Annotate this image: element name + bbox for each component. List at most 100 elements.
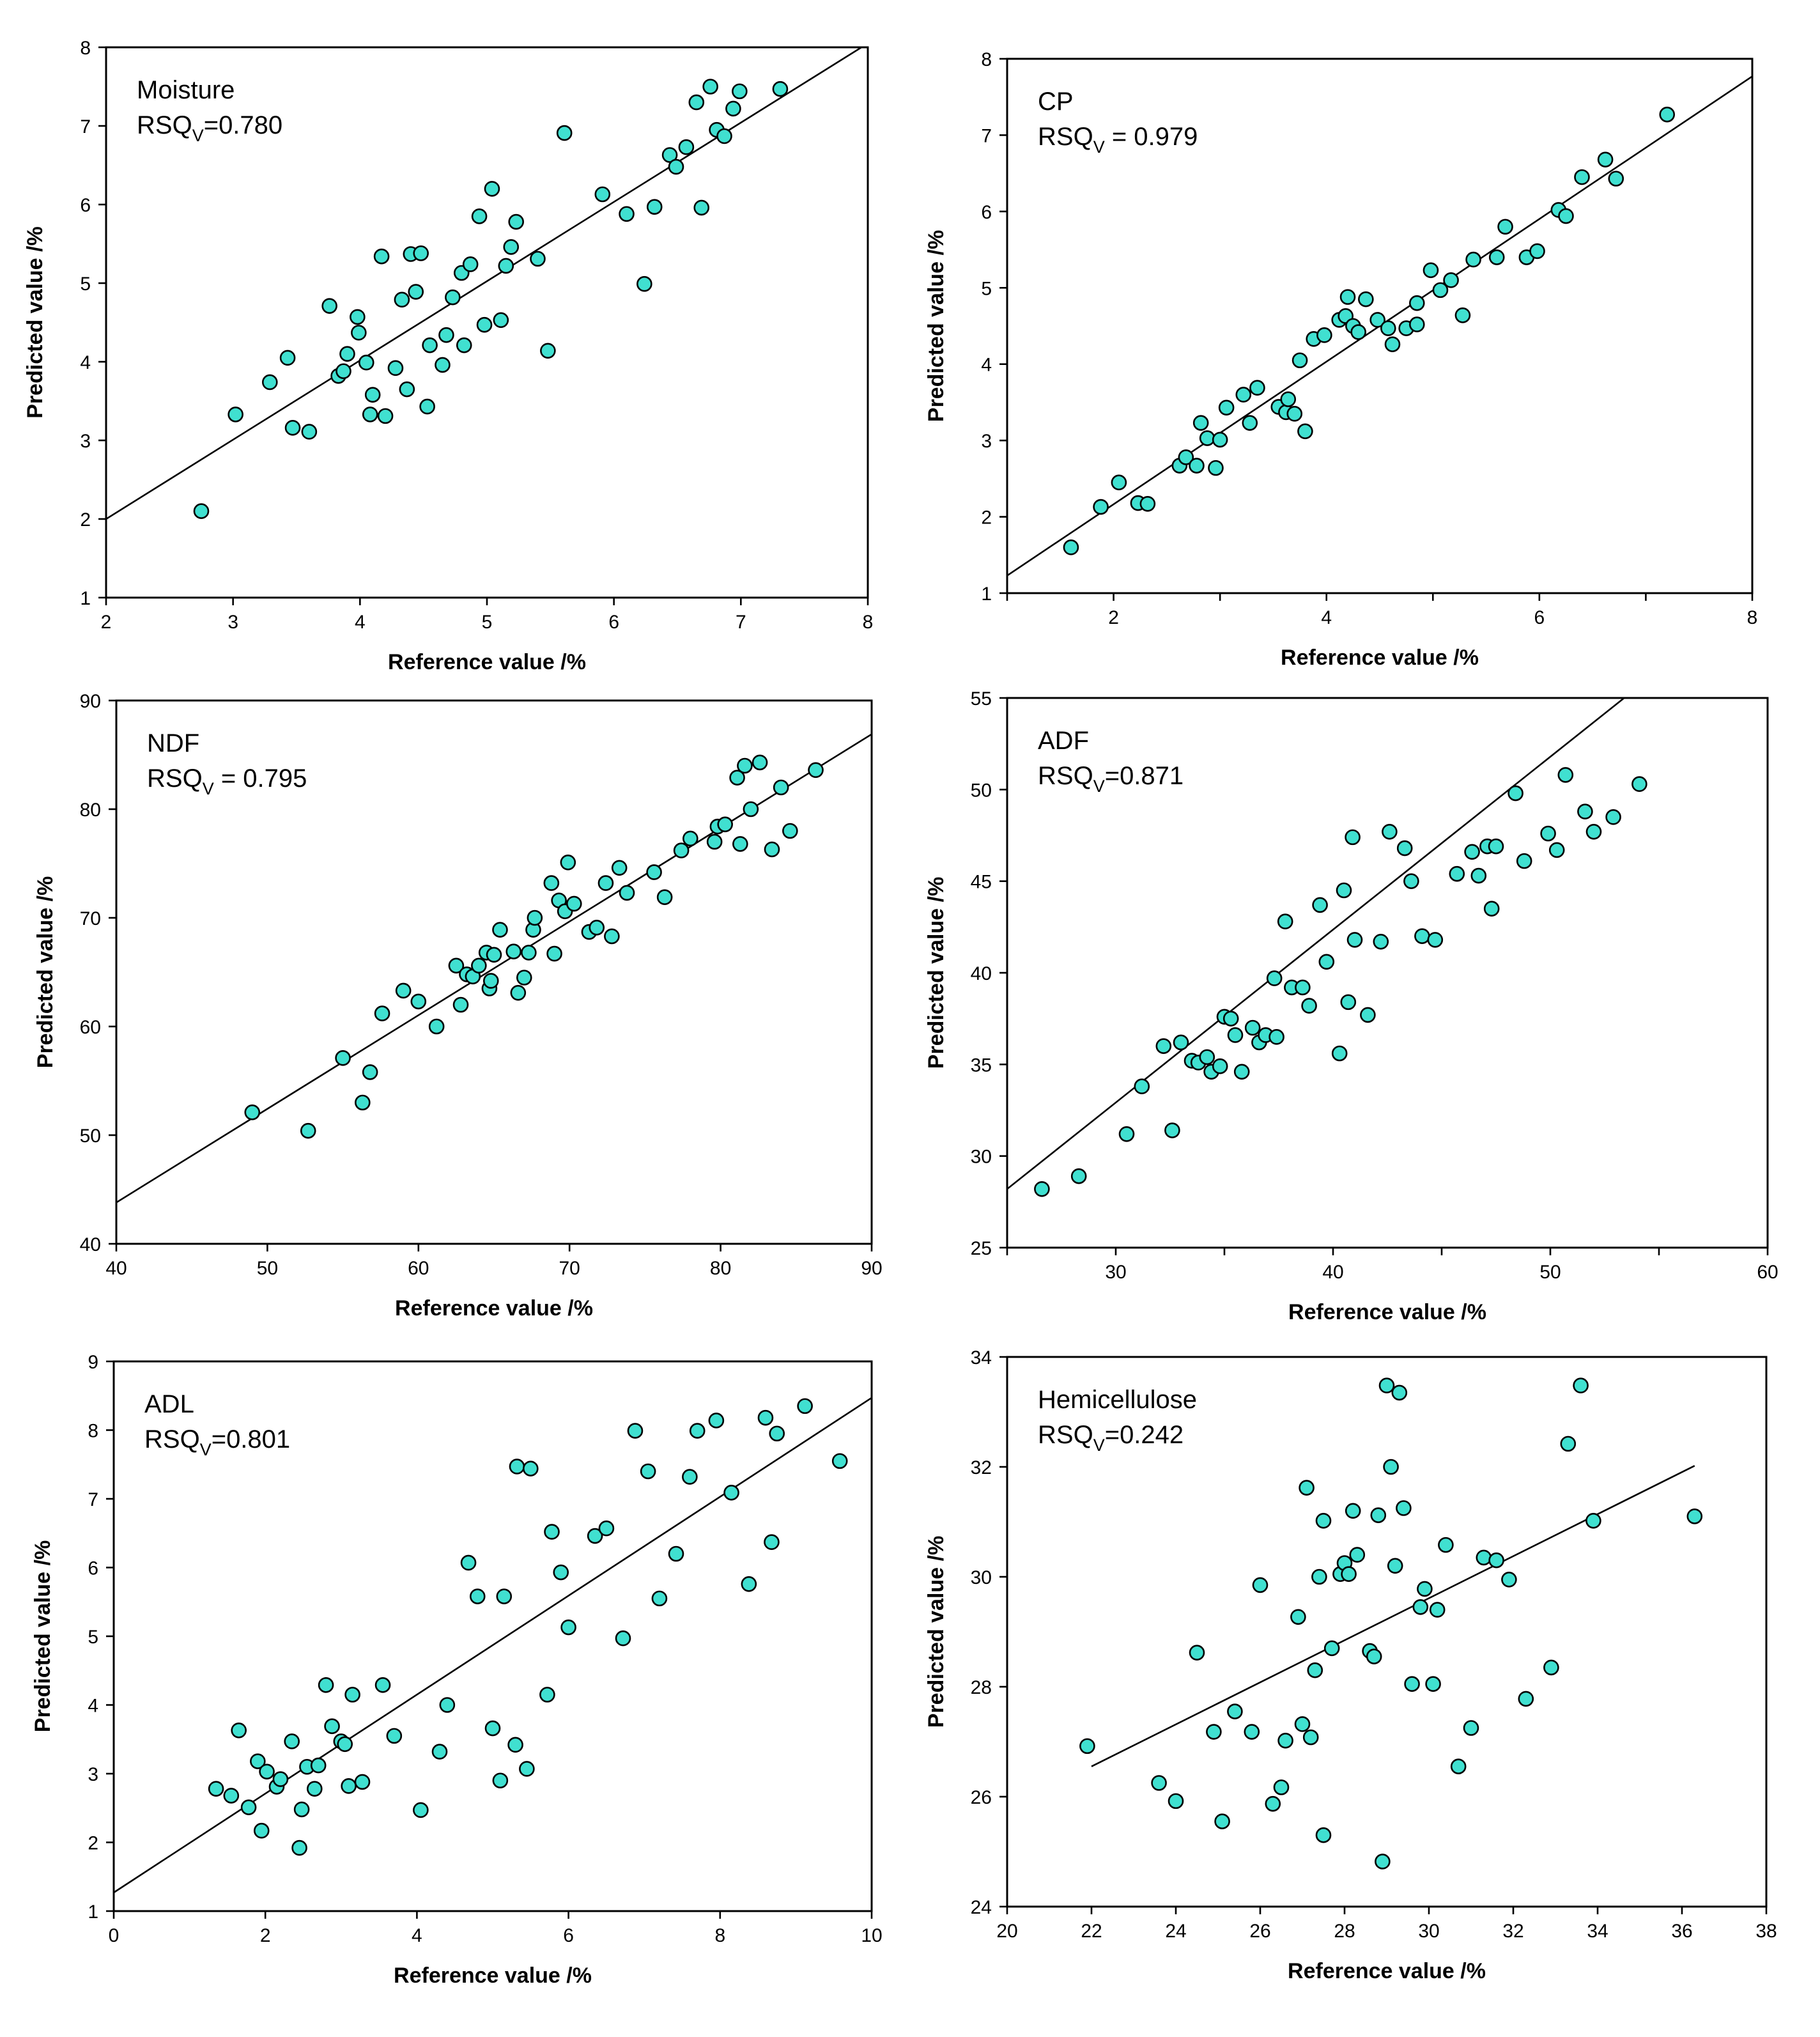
data-point [1427, 932, 1444, 948]
y-tick-label: 34 [971, 1347, 992, 1368]
data-point [1345, 829, 1361, 846]
x-tick-label: 40 [105, 1258, 127, 1279]
data-point [1093, 499, 1109, 515]
data-point [1396, 840, 1413, 856]
y-tick-label: 70 [80, 908, 101, 929]
data-point [1244, 1019, 1261, 1036]
x-tick-label: 8 [1747, 607, 1758, 628]
x-tick-label: 4 [355, 612, 366, 633]
data-point [566, 895, 582, 912]
data-point [594, 186, 611, 203]
data-point [413, 1802, 429, 1818]
data-point [1173, 1034, 1189, 1051]
rsq-value: RSQV=0.871 [1038, 762, 1184, 796]
data-point [693, 199, 710, 216]
data-point [482, 973, 499, 989]
data-point [428, 1018, 445, 1035]
x-tick-label: 32 [1502, 1921, 1523, 1942]
y-tick-label: 5 [981, 278, 992, 299]
y-tick-label: 60 [80, 1017, 101, 1038]
panel-label: CP [1038, 88, 1074, 116]
data-point [438, 327, 454, 343]
x-tick-label: 24 [1165, 1921, 1186, 1942]
data-point [543, 875, 560, 891]
data-point [261, 374, 278, 391]
data-point [496, 1588, 513, 1604]
data-point [410, 993, 427, 1010]
data-point [1340, 994, 1357, 1011]
data-point [1585, 1512, 1601, 1529]
data-point [1034, 1181, 1050, 1197]
data-point [1214, 1813, 1230, 1829]
data-point [1391, 1384, 1408, 1401]
data-point [772, 81, 789, 97]
data-point [484, 181, 500, 197]
data-point [673, 842, 690, 858]
x-tick-label: 10 [861, 1925, 882, 1946]
data-point [1311, 1568, 1327, 1585]
data-point [387, 360, 404, 376]
x-axis-title: Reference value /% [1288, 1300, 1486, 1324]
data-point [223, 1788, 240, 1804]
data-point [1585, 823, 1602, 840]
data-point [1189, 458, 1205, 474]
data-point [1151, 1775, 1167, 1791]
y-tick-label: 9 [88, 1352, 98, 1373]
x-tick-label: 7 [736, 612, 746, 633]
data-point [611, 860, 628, 876]
data-point [394, 291, 410, 308]
data-point [1139, 495, 1156, 512]
data-point [1540, 825, 1556, 842]
x-tick-label: 2 [101, 612, 112, 633]
data-point [1252, 1577, 1269, 1593]
data-point [1605, 809, 1621, 825]
data-point [1212, 431, 1228, 448]
x-tick-label: 2 [260, 1925, 271, 1946]
data-point [1449, 865, 1465, 882]
data-point [1686, 1508, 1703, 1524]
x-tick-label: 40 [1322, 1262, 1343, 1283]
data-point [668, 159, 684, 175]
data-point [462, 256, 479, 272]
data-point [337, 1736, 353, 1753]
data-point [1409, 295, 1425, 311]
data-point [335, 363, 351, 380]
data-point [1336, 882, 1352, 899]
x-tick-label: 20 [996, 1921, 1017, 1942]
data-point [344, 1687, 360, 1703]
data-point [773, 779, 789, 796]
data-point [1470, 867, 1487, 884]
data-point [1488, 249, 1505, 265]
data-point [530, 251, 546, 267]
y-tick-label: 5 [80, 274, 91, 295]
data-point [1206, 1724, 1222, 1740]
y-tick-label: 3 [80, 431, 91, 452]
data-point [408, 284, 424, 300]
rsq-value: RSQV=0.242 [1038, 1421, 1184, 1455]
data-point [706, 833, 723, 850]
x-tick-label: 60 [408, 1258, 429, 1279]
rsq-value: RSQV = 0.979 [1038, 123, 1198, 157]
data-point [1346, 932, 1363, 948]
data-point [413, 245, 429, 261]
chart-panel-6: 20 22 24 26 28 30 32 34 36 38 24 26 28 30 32 34 Hemicell… [924, 1347, 1777, 1983]
data-point [522, 1460, 539, 1476]
data-point [808, 762, 824, 778]
data-point [1302, 1729, 1319, 1746]
chart-panel-3: 40 50 60 70 80 90 40 50 60 70 80 90 NDF RSQV = 0.795 R… [33, 691, 883, 1321]
data-point [1387, 1558, 1403, 1574]
data-point [1164, 1122, 1180, 1138]
data-point [498, 258, 514, 274]
data-point [1294, 1716, 1311, 1732]
data-point [646, 864, 662, 880]
x-tick-label: 38 [1755, 1921, 1777, 1942]
data-point [1269, 1029, 1284, 1045]
data-point [1454, 307, 1471, 323]
data-point [627, 1423, 644, 1439]
data-point [1450, 1758, 1467, 1774]
data-point [1315, 1827, 1332, 1843]
data-point [471, 208, 488, 224]
x-tick-label: 70 [559, 1258, 580, 1279]
data-point [702, 79, 718, 95]
chart-panel-2: 2 4 6 8 1 2 3 4 5 6 7 8 CP RSQV = 0.979 Reference valu… [924, 49, 1757, 670]
